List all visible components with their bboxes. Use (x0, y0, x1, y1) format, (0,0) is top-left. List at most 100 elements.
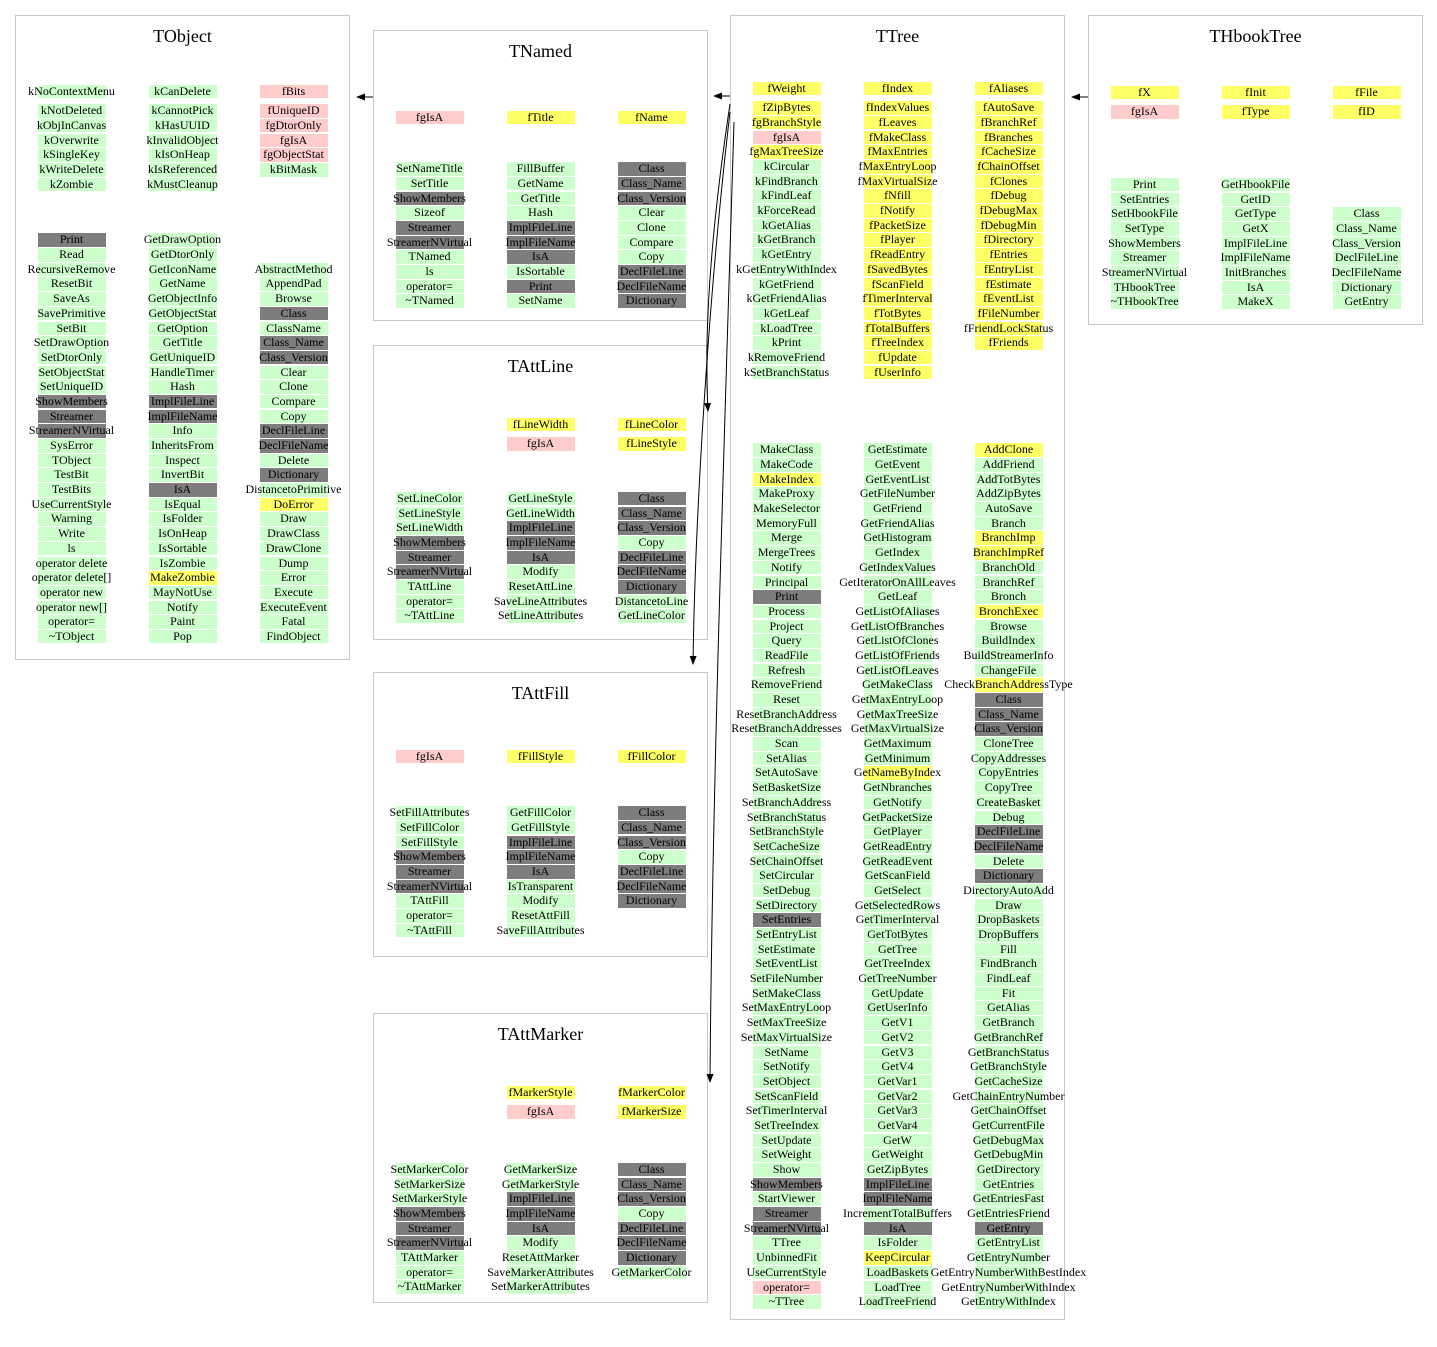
member-cell[interactable]: IsA (1200, 280, 1311, 295)
member-cell[interactable]: GetAlias (953, 1001, 1064, 1016)
member-cell[interactable]: CreateBasket (953, 795, 1064, 810)
member-cell[interactable]: GetChainEntryNumber (953, 1089, 1065, 1104)
member-cell[interactable]: ~THbookTree (1089, 295, 1200, 310)
member-cell[interactable]: kCanDelete (127, 84, 238, 99)
member-cell[interactable]: ImplFileLine (485, 521, 596, 536)
member-cell[interactable]: fMarkerStyle (485, 1085, 596, 1100)
member-cell[interactable]: IsA (127, 483, 238, 498)
member-cell[interactable]: BranchImpRef (953, 546, 1064, 561)
member-cell[interactable]: Process (731, 604, 842, 619)
member-cell[interactable]: Debug (953, 810, 1064, 825)
member-cell[interactable]: fLineWidth (485, 417, 596, 432)
member-cell[interactable]: Dictionary (596, 894, 707, 909)
member-cell[interactable]: fTotalBuffers (842, 321, 953, 336)
member-cell[interactable]: GetMarkerSize (485, 1162, 596, 1177)
member-cell[interactable]: ls (374, 265, 485, 280)
member-cell[interactable]: IsA (485, 250, 596, 265)
member-cell[interactable]: operator= (16, 615, 127, 630)
member-cell[interactable]: Merge (731, 531, 842, 546)
member-cell[interactable]: StreamerNVirtual (374, 235, 485, 250)
member-cell[interactable]: Modify (485, 1236, 596, 1251)
member-cell[interactable]: LoadTree (842, 1280, 953, 1295)
member-cell[interactable]: SetMarkerSize (374, 1177, 485, 1192)
member-cell[interactable]: kNotDeleted (16, 104, 127, 119)
member-cell[interactable]: IsFolder (842, 1236, 953, 1251)
member-cell[interactable]: fgIsA (485, 1105, 596, 1120)
member-cell[interactable]: Clear (596, 206, 707, 221)
member-cell[interactable]: ImplFileLine (842, 1177, 953, 1192)
member-cell[interactable]: GetEvent (842, 457, 953, 472)
member-cell[interactable]: GetMaxEntryLoop (842, 692, 953, 707)
member-cell[interactable]: GetTreeNumber (842, 972, 953, 987)
member-cell[interactable]: IsA (485, 1221, 596, 1236)
member-cell[interactable]: Class (596, 491, 707, 506)
member-cell[interactable]: fFriendLockStatus (953, 321, 1064, 336)
member-cell[interactable]: ImplFileName (1200, 251, 1311, 266)
member-cell[interactable]: kMustCleanup (127, 177, 238, 192)
member-cell[interactable]: DeclFileLine (1311, 251, 1422, 266)
member-cell[interactable]: operator= (374, 279, 485, 294)
member-cell[interactable]: SetMaxVirtualSize (731, 1030, 842, 1045)
member-cell[interactable]: Pop (127, 629, 238, 644)
member-cell[interactable]: GetVar4 (842, 1118, 953, 1133)
member-cell[interactable]: GetMarkerColor (596, 1265, 707, 1280)
member-cell[interactable]: ImplFileName (485, 235, 596, 250)
member-cell[interactable]: SetUniqueID (16, 380, 127, 395)
member-cell[interactable]: GetObjectInfo (127, 292, 238, 307)
member-cell[interactable]: RecursiveRemove (16, 262, 127, 277)
member-cell[interactable]: fScanField (842, 277, 953, 292)
member-cell[interactable]: GetIndexValues (842, 560, 953, 575)
member-cell[interactable]: operator new (16, 585, 127, 600)
member-cell[interactable]: fNfill (842, 189, 953, 204)
member-cell[interactable]: fDebugMin (953, 218, 1064, 233)
member-cell[interactable]: SetBranchStyle (731, 825, 842, 840)
member-cell[interactable]: TestBit (16, 468, 127, 483)
member-cell[interactable]: CopyEntries (953, 766, 1064, 781)
member-cell[interactable]: BronchExec (953, 604, 1064, 619)
member-cell[interactable]: Sizeof (374, 206, 485, 221)
member-cell[interactable]: TAttFill (374, 894, 485, 909)
member-cell[interactable]: ImplFileName (485, 1206, 596, 1221)
member-cell[interactable]: SetEventList (731, 957, 842, 972)
member-cell[interactable]: GetX (1200, 221, 1311, 236)
member-cell[interactable]: TAttLine (374, 580, 485, 595)
member-cell[interactable]: SetTitle (374, 176, 485, 191)
member-cell[interactable]: GetDtorOnly (127, 248, 238, 263)
member-cell[interactable]: kCircular (731, 159, 842, 174)
member-cell[interactable]: GetDebugMax (953, 1133, 1064, 1148)
member-cell[interactable]: DeclFileLine (596, 864, 707, 879)
member-cell[interactable]: Streamer (16, 409, 127, 424)
member-cell[interactable]: FindBranch (953, 957, 1064, 972)
member-cell[interactable]: fUniqueID (238, 104, 349, 119)
member-cell[interactable]: GetEventList (842, 472, 953, 487)
member-cell[interactable]: fFile (1311, 85, 1422, 100)
member-cell[interactable]: fEstimate (953, 277, 1064, 292)
member-cell[interactable]: Delete (238, 453, 349, 468)
member-cell[interactable]: GetEntry (1311, 295, 1422, 310)
member-cell[interactable]: Modify (485, 894, 596, 909)
member-cell[interactable]: GetFriendAlias (842, 516, 953, 531)
member-cell[interactable]: GetEntryList (953, 1236, 1064, 1251)
member-cell[interactable]: SetBranchAddress (731, 795, 842, 810)
member-cell[interactable]: fTreeIndex (842, 336, 953, 351)
member-cell[interactable]: fIndexValues (842, 101, 953, 116)
member-cell[interactable]: GetV2 (842, 1030, 953, 1045)
member-cell[interactable]: TObject (16, 453, 127, 468)
member-cell[interactable]: operator new[] (16, 600, 127, 615)
member-cell[interactable]: AddZipBytes (953, 487, 1064, 502)
member-cell[interactable]: DirectoryAutoAdd (953, 883, 1064, 898)
member-cell[interactable]: SetBasketSize (731, 781, 842, 796)
member-cell[interactable]: kLoadTree (731, 321, 842, 336)
member-cell[interactable]: Class_Name (596, 506, 707, 521)
member-cell[interactable]: fAliases (953, 81, 1064, 96)
member-cell[interactable]: GetVar2 (842, 1089, 953, 1104)
member-cell[interactable]: GetEntriesFriend (953, 1207, 1064, 1222)
member-cell[interactable]: fMarkerColor (596, 1085, 707, 1100)
member-cell[interactable]: SetFillStyle (374, 835, 485, 850)
member-cell[interactable]: fMakeClass (842, 130, 953, 145)
member-cell[interactable]: ImplFileLine (485, 1192, 596, 1207)
member-cell[interactable]: Dictionary (238, 468, 349, 483)
member-cell[interactable]: Dictionary (596, 1251, 707, 1266)
member-cell[interactable]: GetReadEntry (842, 839, 953, 854)
member-cell[interactable]: SetTimerInterval (731, 1104, 842, 1119)
